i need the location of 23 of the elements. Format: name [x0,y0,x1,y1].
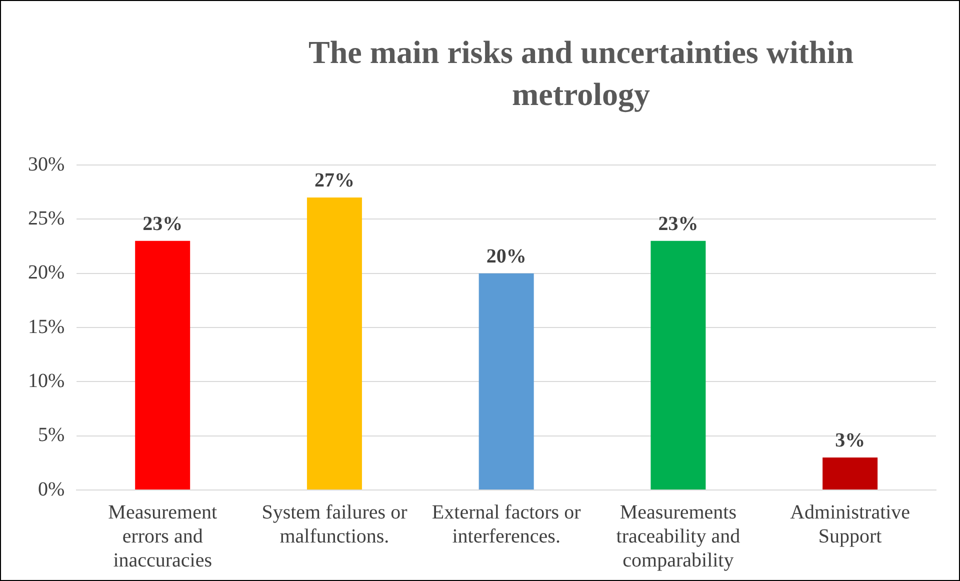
data-label: 3% [835,430,866,452]
chart-title: The main risks and uncertainties within metrology [308,33,854,114]
data-label: 23% [142,213,183,236]
y-tick-label: 10% [28,370,65,392]
y-tick-label: 0% [38,478,65,500]
y-tick-label: 15% [28,316,65,338]
y-tick-label: 20% [28,262,65,284]
bar [650,240,706,490]
data-label: 20% [486,246,526,268]
x-tick-label: External factors or interferences. [432,501,582,548]
x-tick-label: System failures or malfunctions. [262,501,408,548]
data-label: 23% [658,213,698,236]
y-tick-label: 30% [28,153,65,176]
x-tick-label: Administrative Support [790,501,910,548]
bar [306,198,362,490]
bar [135,240,190,490]
bar [822,458,878,490]
y-tick-label: 25% [28,207,65,230]
x-tick-label: Measurements traceability and comparability [616,501,740,572]
y-tick-label: 5% [38,424,65,446]
bar [478,273,534,490]
x-tick-label: Measurement errors and inaccuracies [108,501,218,572]
data-label: 27% [314,170,354,192]
